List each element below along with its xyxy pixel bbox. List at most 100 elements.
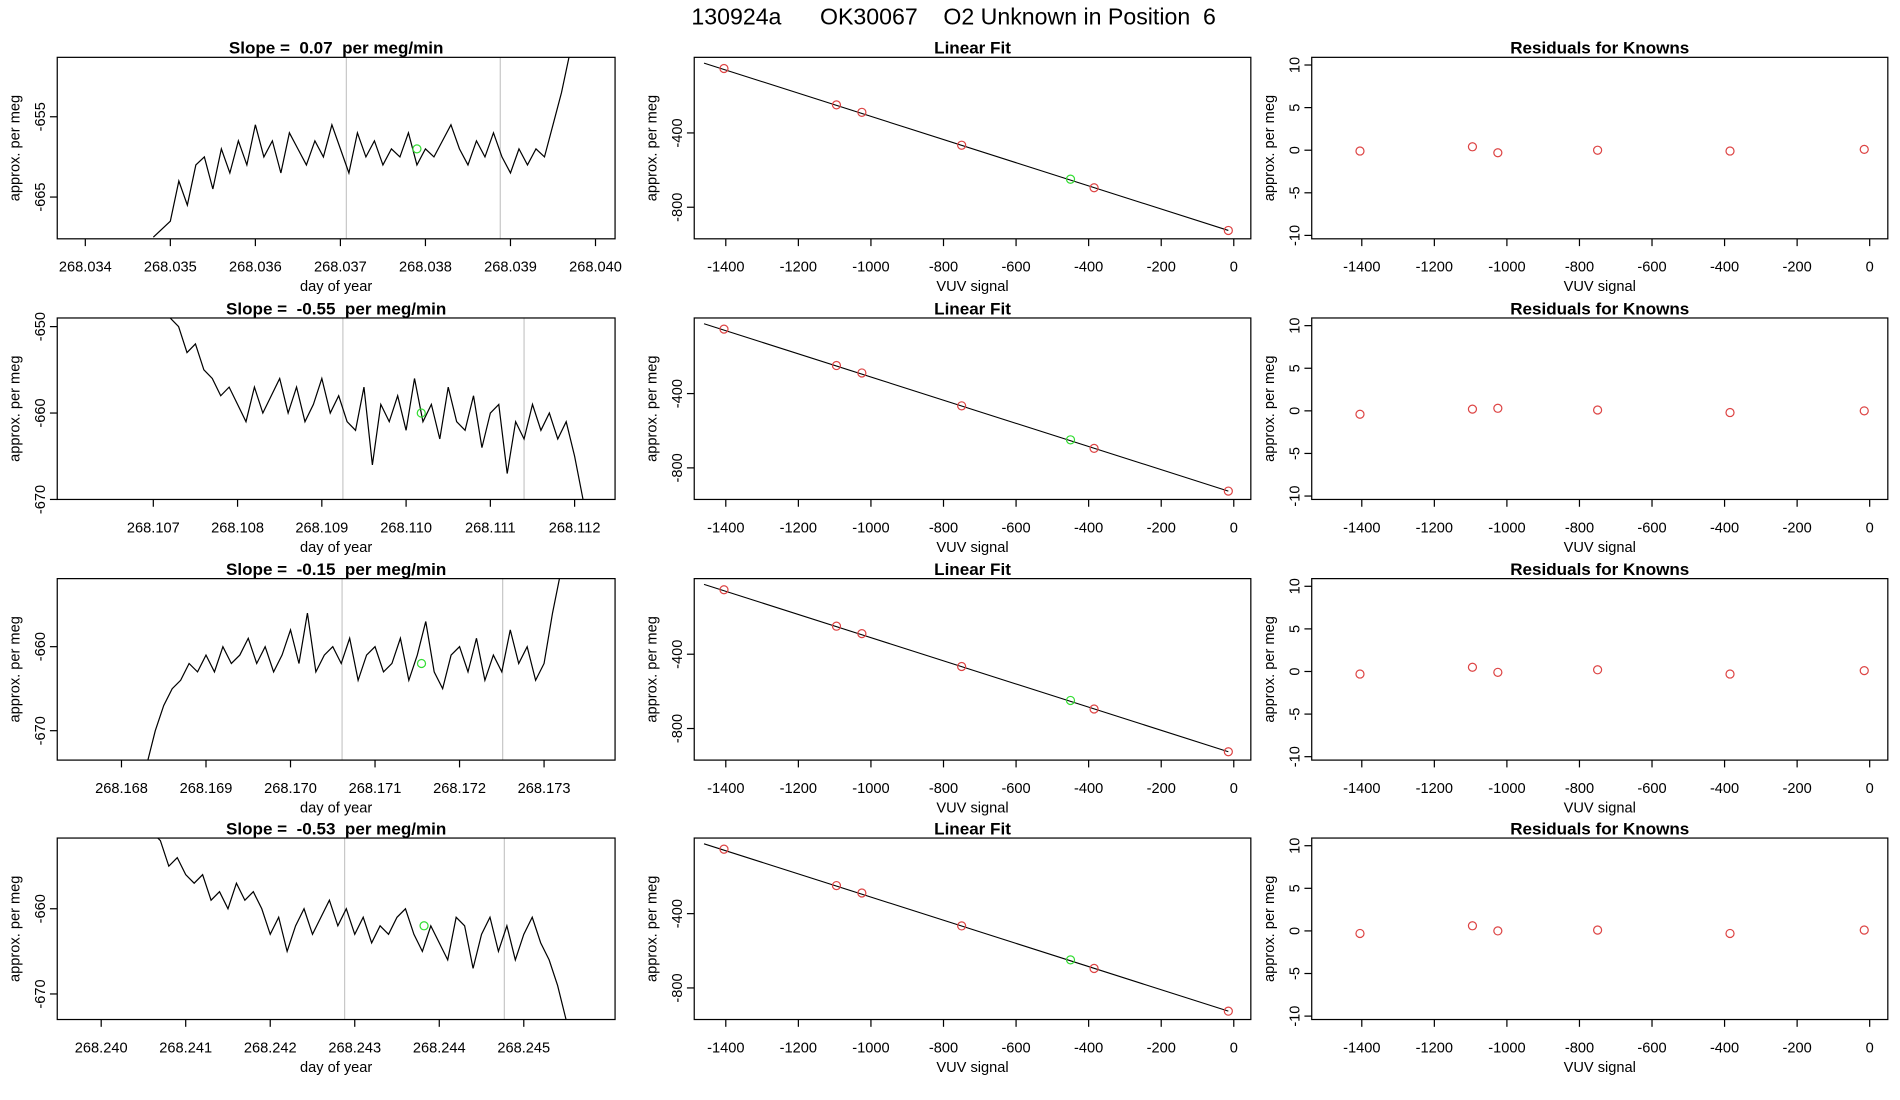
x-axis-label: VUV signal — [936, 1060, 1008, 1076]
y-tick-label: -655 — [33, 102, 49, 131]
x-tick-label: -1200 — [1416, 520, 1453, 536]
y-tick-label: -10 — [1288, 225, 1304, 246]
plot-frame — [1311, 578, 1889, 761]
x-axis-label: day of year — [300, 800, 372, 816]
y-tick-label: 0 — [1288, 407, 1304, 415]
x-tick-label: 268.242 — [244, 1040, 297, 1056]
data-point — [719, 63, 729, 74]
data-line — [169, 317, 584, 500]
x-tick-label: 0 — [1866, 260, 1874, 276]
x-tick-label: -600 — [1001, 520, 1030, 536]
y-tick-label: -670 — [33, 979, 49, 1008]
data-point — [1859, 144, 1869, 154]
x-tick-label: 268.040 — [569, 260, 622, 276]
data-point — [957, 661, 967, 672]
data-point — [719, 324, 729, 334]
data-point — [831, 100, 842, 110]
plot-area — [1355, 662, 1869, 679]
x-tick-label: 268.171 — [349, 781, 402, 797]
x-tick-label: -1200 — [1416, 1040, 1453, 1056]
highlight-point — [412, 144, 422, 154]
x-axis-label: VUV signal — [1564, 800, 1636, 816]
x-tick-label: -1000 — [1488, 1040, 1525, 1056]
x-tick-label: -1400 — [707, 520, 744, 536]
data-point — [1089, 183, 1099, 193]
x-tick-label: -1000 — [852, 781, 889, 797]
y-tick-label: -10 — [1288, 485, 1304, 506]
x-tick-label: -600 — [1637, 781, 1666, 797]
panel: Residuals for Knowns VUV signal approx. pe… — [1262, 560, 1889, 816]
x-tick-label: -200 — [1783, 260, 1812, 276]
data-point — [1467, 142, 1478, 152]
x-tick-label: -800 — [929, 1040, 958, 1056]
y-tick-label: 5 — [1288, 884, 1304, 892]
x-tick-label: -1200 — [1416, 781, 1453, 797]
x-axis-label: day of year — [300, 1060, 372, 1076]
plot-area — [156, 838, 567, 1020]
x-axis-label: day of year — [300, 540, 372, 556]
y-axis-label: approx. per meg — [7, 876, 23, 982]
data-point — [857, 888, 867, 898]
x-axis-label: VUV signal — [936, 800, 1008, 816]
data-point — [1089, 963, 1099, 974]
plot-area — [703, 843, 1233, 1016]
plot-frame — [56, 317, 616, 501]
data-point — [1089, 704, 1099, 714]
x-tick-label: 268.240 — [75, 1040, 128, 1056]
x-axis-label: VUV signal — [1564, 1060, 1636, 1076]
data-point — [1592, 925, 1603, 935]
plot-frame — [1311, 317, 1889, 501]
plot-frame — [693, 56, 1252, 240]
y-tick-label: -5 — [1288, 447, 1304, 460]
data-point — [1725, 669, 1735, 679]
panel: Residuals for Knowns VUV signal approx. pe… — [1262, 819, 1889, 1076]
x-tick-label: 268.036 — [229, 260, 282, 276]
x-tick-label: -800 — [929, 260, 958, 276]
x-axis-label: VUV signal — [936, 279, 1008, 295]
highlight-point — [416, 408, 426, 418]
highlight-point — [1065, 174, 1076, 184]
data-point — [957, 401, 967, 411]
x-tick-label: -1000 — [852, 1040, 889, 1056]
x-tick-label: -1200 — [780, 520, 817, 536]
panel-title: Slope = -0.55 per meg/min — [226, 299, 446, 318]
x-tick-label: 268.111 — [465, 520, 516, 536]
data-point — [719, 844, 729, 854]
x-tick-label: 0 — [1230, 260, 1238, 276]
x-tick-label: -1400 — [707, 260, 744, 276]
panel: Linear Fit VUV signal approx. per meg -1400… — [644, 39, 1252, 295]
y-tick-label: 10 — [1288, 318, 1304, 334]
y-axis-label: approx. per meg — [1262, 356, 1278, 462]
data-point — [857, 107, 867, 117]
plot-frame — [1311, 56, 1889, 240]
panel-title: Residuals for Knowns — [1510, 299, 1689, 318]
plot-area — [703, 62, 1233, 236]
x-axis-label: VUV signal — [1564, 279, 1636, 295]
panel-title: Linear Fit — [934, 819, 1011, 838]
x-axis-label: VUV signal — [1564, 540, 1636, 556]
x-tick-label: -200 — [1147, 781, 1176, 797]
x-tick-label: -400 — [1710, 520, 1739, 536]
x-tick-label: -400 — [1074, 520, 1103, 536]
panel-title: Linear Fit — [934, 39, 1011, 58]
panel-title: Residuals for Knowns — [1510, 560, 1689, 579]
x-tick-label: 268.109 — [295, 520, 348, 536]
x-tick-label: 268.244 — [413, 1040, 466, 1056]
x-tick-label: -200 — [1147, 260, 1176, 276]
x-tick-label: -400 — [1710, 260, 1739, 276]
y-axis-label: approx. per meg — [644, 616, 660, 722]
x-tick-label: 0 — [1866, 520, 1874, 536]
x-tick-label: 0 — [1866, 781, 1874, 797]
data-point — [1355, 146, 1365, 156]
y-tick-label: 5 — [1288, 104, 1304, 112]
panel-title: Residuals for Knowns — [1510, 819, 1689, 838]
plot-area — [1355, 921, 1869, 939]
x-tick-label: 268.037 — [314, 260, 367, 276]
x-tick-label: -400 — [1710, 1040, 1739, 1056]
fit-line — [703, 62, 1229, 231]
x-tick-label: -1000 — [852, 520, 889, 536]
highlight-point — [1065, 695, 1076, 706]
panel-title: Linear Fit — [934, 560, 1011, 579]
x-tick-label: 268.168 — [95, 781, 148, 797]
